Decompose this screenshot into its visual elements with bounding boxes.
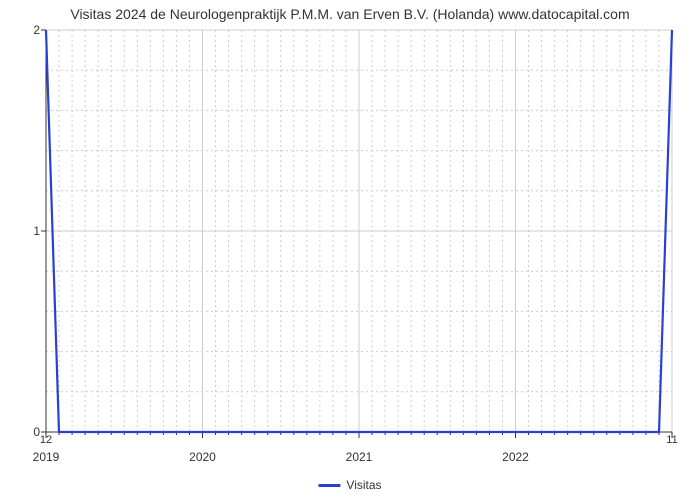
x-minor-start-label: 12: [40, 434, 52, 446]
y-tick-label: 1: [33, 224, 40, 238]
x-minor-end-label: 11: [666, 434, 677, 446]
x-tick-label: 2019: [33, 450, 60, 464]
legend: Visitas: [318, 478, 381, 492]
x-tick-label: 2020: [189, 450, 216, 464]
y-tick-label: 2: [33, 23, 40, 37]
chart-title: Visitas 2024 de Neurologenpraktijk P.M.M…: [0, 0, 700, 22]
x-tick-label: 2022: [502, 450, 529, 464]
legend-label: Visitas: [346, 478, 381, 492]
chart-container: Visitas 2024 de Neurologenpraktijk P.M.M…: [0, 0, 700, 500]
legend-swatch: [318, 484, 340, 487]
plot-area: 01220192020202120221211: [46, 30, 672, 432]
x-tick-label: 2021: [346, 450, 373, 464]
